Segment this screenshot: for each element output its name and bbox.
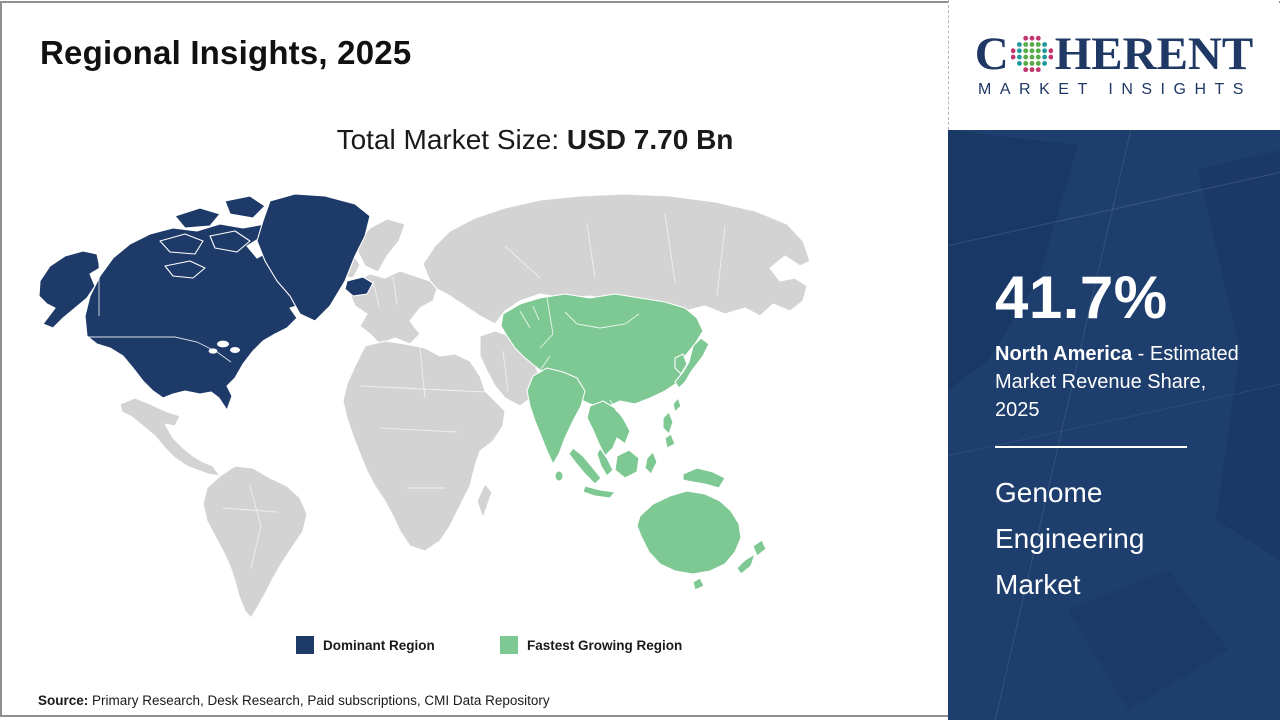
total-market-size-value: USD 7.70 Bn <box>566 124 734 155</box>
page-title: Regional Insights, 2025 <box>40 34 412 71</box>
legend-swatch-fastest-growing <box>500 636 518 654</box>
world-map <box>25 186 825 623</box>
region-name: North America <box>995 343 1133 365</box>
legend-swatch-dominant <box>296 636 314 654</box>
legend-item-dominant: Dominant Region <box>296 636 435 654</box>
page-border-left <box>0 1 2 716</box>
market-name: Genome Engineering Market <box>995 477 1145 600</box>
sidebar-map-texture <box>948 130 1280 720</box>
share-description-text: - Estimated Market Revenue Share, 2025 <box>995 343 1239 421</box>
sidebar-content: 41.7% North America - Estimated Market R… <box>948 130 1280 608</box>
source-label: Source: <box>38 693 89 708</box>
legend-item-fastest-growing: Fastest Growing Region <box>500 636 682 654</box>
sidebar-divider <box>995 446 1187 448</box>
brand-tagline: MARKET INSIGHTS <box>978 81 1252 98</box>
world-map-svg <box>38 193 811 619</box>
country-borders <box>222 213 726 569</box>
dominant-region-shapes <box>38 193 374 411</box>
market-share-description: North America - Estimated Market Revenue… <box>995 340 1245 424</box>
source-line: Source: Primary Research, Desk Research,… <box>38 693 550 708</box>
brand-letters-rest: HERENT <box>1054 28 1254 80</box>
legend-label-dominant: Dominant Region <box>323 637 435 653</box>
market-share-value: 41.7% <box>995 264 1168 331</box>
other-regions-shapes <box>119 193 811 619</box>
fastest-growing-region-shapes <box>500 293 767 591</box>
page-border-top <box>0 1 1280 3</box>
legend-label-fastest-growing: Fastest Growing Region <box>527 637 683 653</box>
great-lakes <box>208 340 240 354</box>
source-text: Primary Research, Desk Research, Paid su… <box>88 693 550 708</box>
brand-logo: C HERENT MARKET INSIGHTS <box>948 0 1279 130</box>
total-market-size-label: Total Market Size: <box>336 124 567 155</box>
brand-letter-c: C <box>974 28 1009 80</box>
dotted-globe-icon <box>1010 35 1053 72</box>
brand-wordmark: C HERENT <box>975 31 1253 78</box>
total-market-size: Total Market Size: USD 7.70 Bn <box>120 124 950 156</box>
page-border-bottom <box>0 715 950 717</box>
sidebar-panel: 41.7% North America - Estimated Market R… <box>948 130 1280 720</box>
